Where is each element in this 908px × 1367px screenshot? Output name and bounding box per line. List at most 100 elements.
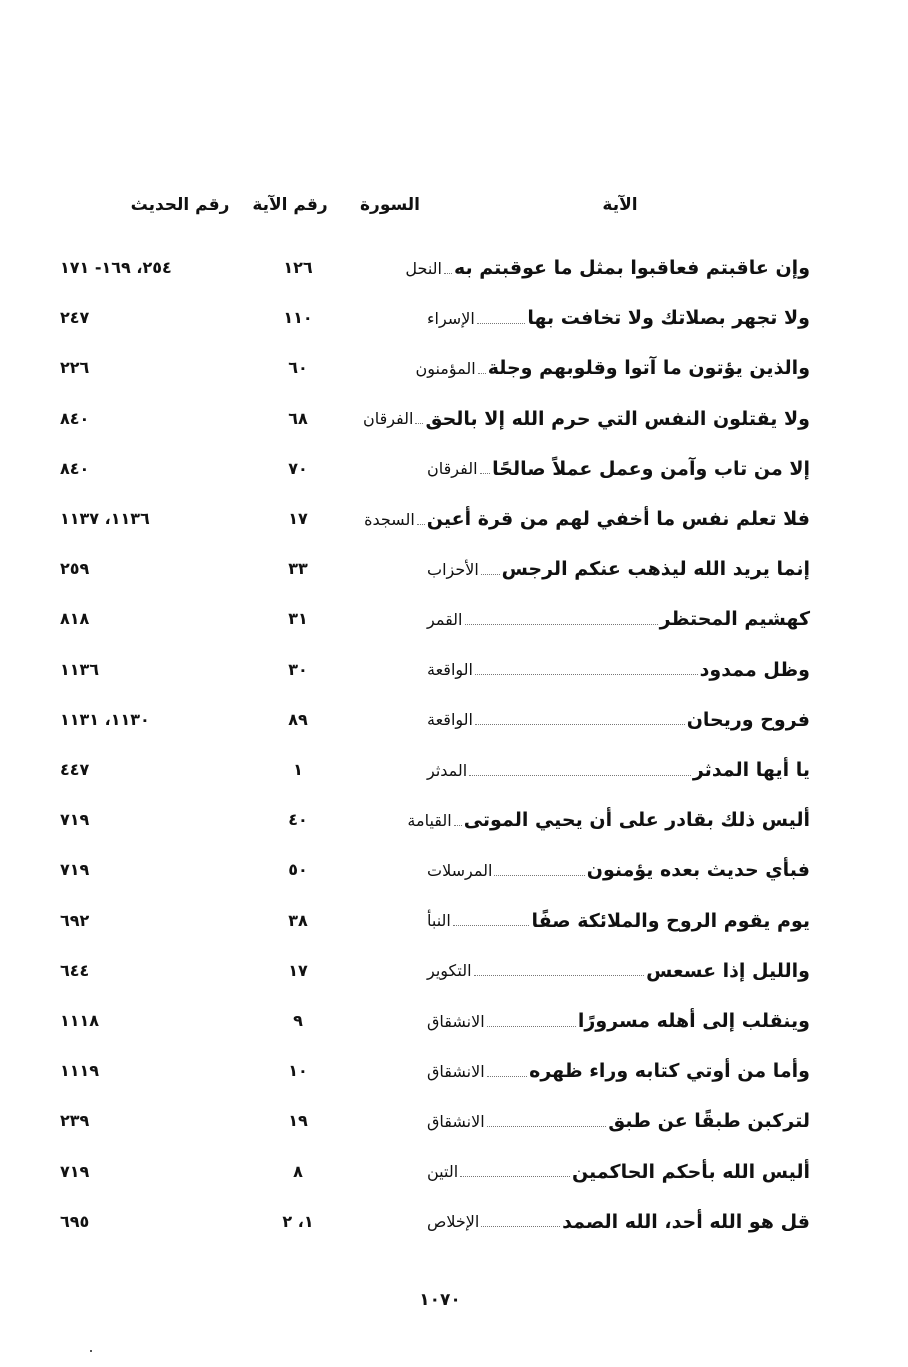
column-header-verse: الآية — [602, 195, 638, 215]
surah-name: الإسراء — [427, 308, 475, 328]
table-row: يوم يقوم الروح والملائكة صفًا النبأ ٣٨ ٦٩٢ — [0, 901, 908, 941]
surah-name: المؤمنون — [415, 358, 476, 378]
verse-text: فبأي حديث بعده يؤمنون — [586, 859, 810, 882]
table-row: أليس ذلك بقادر على أن يحيي الموتى القيامة… — [0, 800, 908, 840]
hadith-number: ٦٩٢ — [60, 910, 90, 930]
dotted-leader — [416, 523, 425, 525]
dotted-leader — [460, 1176, 570, 1178]
surah-name: النحل — [405, 258, 442, 278]
verse-text: ولا تجهر بصلاتك ولا تخافت بها — [527, 307, 810, 330]
ayah-number: ١٩ — [288, 1111, 308, 1131]
surah-name: التكوير — [427, 961, 472, 981]
verse-text: إنما يريد الله ليذهب عنكم الرجس — [501, 558, 810, 581]
verse-cell: فروح وريحان الواقعة — [427, 700, 810, 740]
surah-name: الانشقاق — [427, 1061, 485, 1081]
ayah-number: ١٠ — [288, 1061, 308, 1081]
hadith-number-cell: ٧١٩ — [60, 850, 228, 890]
dotted-leader — [486, 1075, 528, 1077]
surah-name: التين — [427, 1162, 459, 1182]
verse-text: والذين يؤتون ما آتوا وقلوبهم وجلة — [487, 357, 810, 380]
dotted-leader — [479, 473, 491, 475]
surah-name: الواقعة — [427, 660, 473, 680]
table-row: فبأي حديث بعده يؤمنون المرسلات ٥٠ ٧١٩ — [0, 850, 908, 890]
hadith-number: ٧١٩ — [60, 860, 90, 880]
hadith-number-cell: ١١٣٠، ١١٣١ — [60, 700, 228, 740]
dotted-leader — [473, 975, 645, 977]
hadith-number-cell: ٧١٩ — [60, 800, 228, 840]
verse-text: وظل ممدود — [699, 658, 810, 681]
table-row: قل هو الله أحد، الله الصمد الإخلاص ١، ٢ ٦٩٥ — [0, 1202, 908, 1242]
verse-text: وينقلب إلى أهله مسرورًا — [577, 1010, 810, 1032]
dotted-leader — [481, 1226, 561, 1228]
hadith-number: ٧١٩ — [60, 1161, 90, 1181]
surah-name: الأحزاب — [427, 559, 479, 579]
dotted-leader — [494, 874, 585, 876]
table-row: فلا تعلم نفس ما أخفي لهم من قرة أعين السج… — [0, 499, 908, 539]
verse-cell: إنما يريد الله ليذهب عنكم الرجس الأحزاب — [427, 549, 810, 589]
dotted-leader — [444, 272, 452, 274]
column-header-surah: السورة — [360, 195, 420, 215]
ayah-number: ٧٠ — [288, 458, 308, 478]
table-row: والليل إذا عسعس التكوير ١٧ ٦٤٤ — [0, 951, 908, 991]
ayah-number: ٣١ — [288, 609, 308, 629]
dotted-leader — [486, 1025, 576, 1027]
ayah-number: ٤٠ — [288, 810, 308, 830]
surah-name: المدثر — [427, 760, 468, 780]
dotted-leader — [452, 925, 530, 927]
dotted-leader — [476, 322, 526, 324]
hadith-number-cell: ٢٥٤، ١٦٩- ١٧١ — [60, 248, 228, 288]
verse-cell: وإن عاقبتم فعاقبوا بمثل ما عوقبتم به النح… — [405, 248, 810, 288]
verse-text: والليل إذا عسعس — [646, 959, 810, 982]
hadith-number-cell: ٢٤٧ — [60, 298, 228, 338]
table-row: لتركبن طبقًا عن طبق الانشقاق ١٩ ٢٣٩ — [0, 1101, 908, 1141]
hadith-number-cell: ٦٩٢ — [60, 901, 228, 941]
ayah-number: ٦٠ — [288, 358, 308, 378]
hadith-number-cell: ٤٤٧ — [60, 750, 228, 790]
ayah-number: ١٧ — [288, 960, 308, 980]
table-row: ولا تجهر بصلاتك ولا تخافت بها الإسراء ١١٠ ٢… — [0, 298, 908, 338]
table-row: وينقلب إلى أهله مسرورًا الانشقاق ٩ ١١١٨ — [0, 1001, 908, 1041]
surah-name: القيامة — [407, 810, 452, 830]
surah-name: الفرقان — [362, 409, 414, 429]
dotted-leader — [464, 623, 658, 625]
ayah-number: ٨٩ — [288, 709, 308, 729]
page-number: ١٠٧٠ — [419, 1290, 461, 1310]
surah-name: النبأ — [427, 911, 451, 931]
hadith-number: ٨٤٠ — [60, 408, 90, 428]
verse-cell: أليس ذلك بقادر على أن يحيي الموتى القيامة — [407, 800, 810, 840]
table-row: فروح وريحان الواقعة ٨٩ ١١٣٠، ١١٣١ — [0, 700, 908, 740]
scan-speck — [90, 1350, 92, 1352]
hadith-number-cell: ١١٣٦ — [60, 650, 228, 690]
ayah-number: ٣٣ — [288, 559, 308, 579]
verse-cell: ولا تجهر بصلاتك ولا تخافت بها الإسراء — [427, 298, 810, 338]
surah-name: الانشقاق — [427, 1011, 485, 1031]
table-row: إلا من تاب وآمن وعمل عملاً صالحًا الفرقان… — [0, 449, 908, 489]
verse-text: أليس الله بأحكم الحاكمين — [571, 1160, 810, 1183]
surah-name: المرسلات — [427, 860, 493, 880]
dotted-leader — [453, 824, 462, 826]
ayah-number: ١ — [293, 760, 303, 779]
hadith-number-cell: ٧١٩ — [60, 1152, 228, 1192]
verse-text: كهشيم المحتظر — [659, 608, 810, 631]
hadith-number: ٢٥٩ — [60, 559, 90, 579]
hadith-number-cell: ٦٩٥ — [60, 1202, 228, 1242]
hadith-number-cell: ٨٤٠ — [60, 399, 228, 439]
verse-cell: قل هو الله أحد، الله الصمد الإخلاص — [427, 1202, 810, 1242]
hadith-number-cell: ٨١٨ — [60, 599, 228, 639]
ayah-number: ٥٠ — [288, 860, 308, 880]
hadith-number-cell: ١١١٩ — [60, 1051, 228, 1091]
surah-name: الانشقاق — [427, 1111, 485, 1131]
verse-cell: يا أيها المدثر المدثر — [427, 750, 810, 790]
ayah-number: ١١٠ — [283, 308, 313, 328]
verse-text: يا أيها المدثر — [692, 759, 810, 781]
verse-cell: إلا من تاب وآمن وعمل عملاً صالحًا الفرقان — [427, 449, 810, 489]
dotted-leader — [469, 774, 691, 776]
hadith-number: ٤٤٧ — [60, 760, 90, 779]
table-row: أليس الله بأحكم الحاكمين التين ٨ ٧١٩ — [0, 1152, 908, 1192]
hadith-number: ١١٣٠، ١١٣١ — [60, 709, 150, 729]
ayah-number: ٦٨ — [288, 408, 308, 428]
verse-text: قل هو الله أحد، الله الصمد — [562, 1210, 810, 1233]
hadith-number: ١١١٩ — [60, 1061, 100, 1081]
hadith-number: ٨٤٠ — [60, 458, 90, 478]
surah-name: الإخلاص — [427, 1212, 480, 1232]
